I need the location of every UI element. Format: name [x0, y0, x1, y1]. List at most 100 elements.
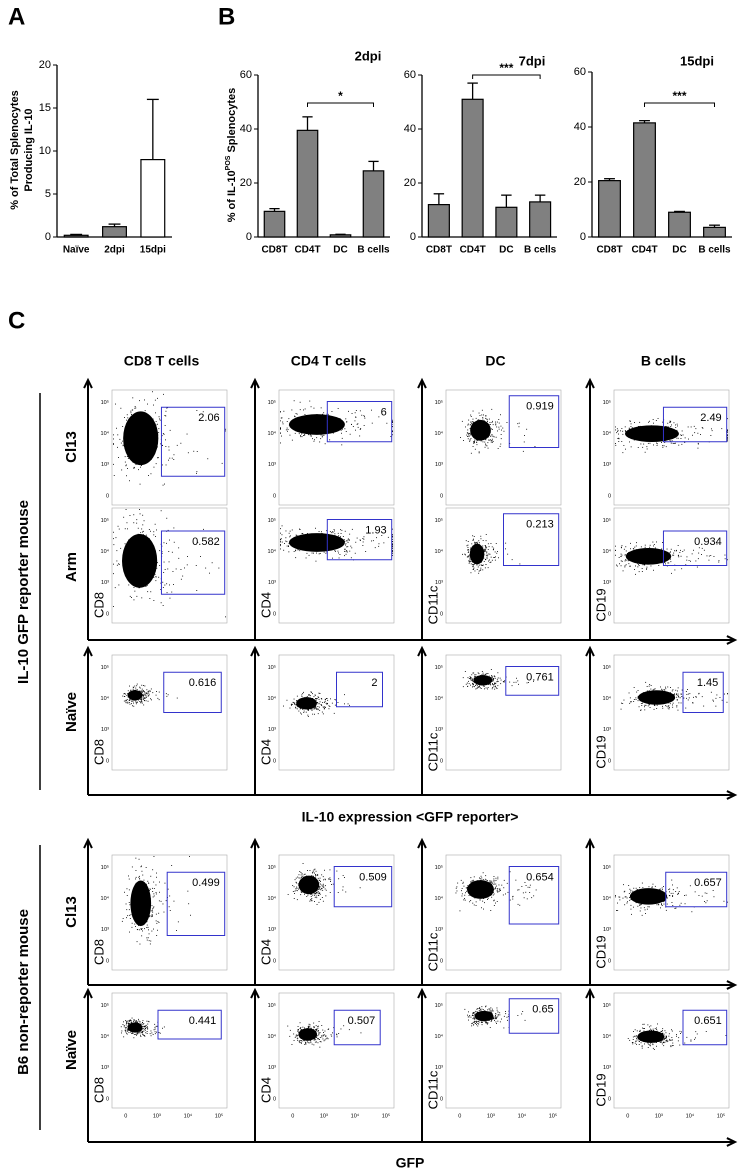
event-dot — [325, 420, 326, 422]
event-dot — [306, 696, 308, 698]
event-dot — [154, 399, 156, 401]
event-dot — [472, 680, 474, 682]
event-dot — [308, 694, 309, 696]
event-dot — [308, 699, 310, 701]
event-dot — [131, 866, 133, 868]
event-dot — [638, 436, 639, 438]
event-dot — [321, 533, 323, 534]
event-dot — [298, 884, 300, 886]
event-dot — [652, 428, 654, 430]
event-dot — [305, 876, 307, 878]
event-dot — [485, 559, 486, 560]
event-dot — [629, 697, 631, 699]
event-dot — [156, 922, 158, 924]
event-dot — [167, 888, 169, 890]
event-dot — [294, 893, 295, 894]
event-dot — [628, 434, 630, 436]
event-dot — [477, 547, 479, 549]
event-dot — [152, 440, 154, 442]
event-dot — [647, 700, 648, 702]
event-dot — [676, 437, 678, 439]
event-dot — [477, 557, 479, 559]
event-dot — [129, 694, 131, 696]
event-dot — [662, 438, 663, 440]
event-dot — [318, 1030, 319, 1032]
arrow-head — [83, 377, 93, 389]
event-dot — [651, 887, 653, 888]
event-dot — [165, 439, 166, 441]
event-dot — [653, 555, 655, 557]
event-dot — [487, 673, 489, 674]
event-dot — [472, 424, 474, 426]
event-dot — [166, 695, 168, 697]
event-dot — [662, 446, 664, 448]
event-dot — [142, 892, 144, 894]
event-dot — [143, 685, 144, 686]
event-dot — [294, 703, 295, 705]
event-dot — [302, 885, 304, 887]
event-dot — [470, 677, 472, 678]
event-dot — [487, 681, 489, 683]
event-dot — [131, 693, 133, 694]
event-dot — [125, 702, 127, 704]
event-dot — [315, 880, 317, 882]
event-dot — [698, 547, 700, 549]
event-dot — [624, 554, 626, 556]
event-dot — [146, 423, 147, 425]
event-dot — [136, 519, 138, 521]
event-dot — [291, 704, 292, 706]
y-axis-label: % of Total Splenocytes — [9, 90, 21, 210]
event-dot — [288, 418, 290, 420]
event-dot — [299, 1031, 301, 1033]
event-dot — [141, 923, 143, 925]
event-dot — [491, 677, 493, 679]
event-dot — [657, 898, 658, 900]
event-dot — [135, 886, 137, 888]
event-dot — [482, 564, 484, 566]
event-dot — [468, 549, 470, 551]
event-dot — [311, 875, 313, 876]
event-dot — [133, 567, 135, 569]
event-dot — [307, 716, 309, 717]
event-dot — [134, 693, 135, 695]
event-dot — [134, 1022, 136, 1024]
event-dot — [490, 885, 492, 887]
event-dot — [521, 886, 523, 887]
event-dot — [139, 921, 141, 923]
event-dot — [676, 435, 678, 437]
event-dot — [480, 881, 482, 883]
event-dot — [480, 557, 482, 559]
event-dot — [209, 572, 210, 574]
event-dot — [153, 562, 154, 564]
event-dot — [289, 434, 291, 436]
event-dot — [480, 440, 482, 442]
event-dot — [141, 688, 143, 690]
y-tick-label: 60 — [574, 66, 586, 78]
event-dot — [465, 892, 466, 894]
event-dot — [146, 557, 148, 559]
event-dot — [651, 694, 653, 696]
event-dot — [686, 697, 687, 699]
event-dot — [467, 549, 469, 551]
event-dot — [151, 930, 153, 932]
event-dot — [488, 677, 490, 679]
event-dot — [650, 890, 652, 891]
event-dot — [134, 891, 136, 893]
event-dot — [144, 899, 146, 901]
event-dot — [292, 541, 294, 542]
bar — [263, 210, 286, 238]
event-dot — [196, 451, 198, 452]
event-dot — [304, 706, 306, 708]
event-dot — [155, 884, 157, 886]
event-dot — [312, 705, 314, 707]
event-dot — [472, 902, 474, 904]
event-dot — [143, 879, 145, 881]
event-dot — [492, 679, 494, 680]
event-dot — [485, 547, 487, 548]
event-dot — [482, 879, 484, 880]
event-dot — [148, 441, 150, 443]
event-dot — [304, 549, 306, 551]
event-dot — [310, 406, 312, 408]
bar — [140, 159, 166, 238]
event-dot — [126, 1033, 128, 1035]
